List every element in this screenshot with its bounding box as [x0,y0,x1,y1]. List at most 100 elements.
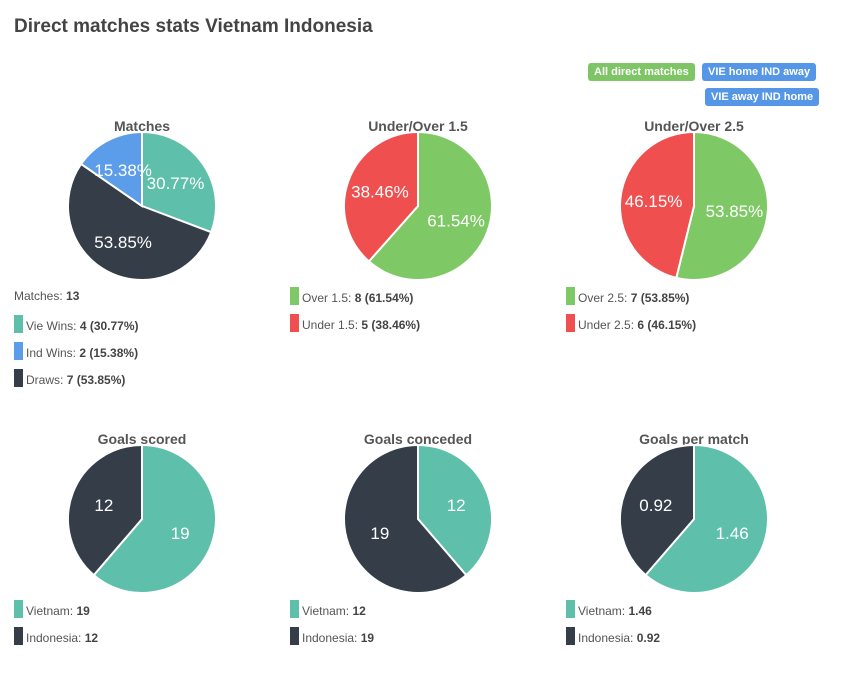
pie-chart: 30.77% 53.85% 15.38% [67,130,217,281]
filter-all-direct-matches[interactable]: All direct matches [588,63,695,81]
legend-value: 5 (38.46%) [361,318,421,332]
slice-label: 46.15% [625,192,683,211]
legend-label: Over 1.5: [302,291,352,305]
legend-label: Under 2.5: [578,318,635,332]
legend-item[interactable]: Over 1.5: 8 (61.54%) [290,278,420,305]
chart-legend: Vietnam: 12 Indonesia: 19 [290,591,374,645]
chart-title: Goals scored [97,431,187,447]
legend-item[interactable]: Vietnam: 19 [14,591,98,618]
slice-label: 61.54% [427,211,485,230]
chart-title: Goals conceded [363,431,473,447]
pie-slice[interactable] [619,443,695,577]
legend-value: 12 [84,631,99,645]
legend-label: Under 1.5: [302,318,359,332]
chart-legend: Over 1.5: 8 (61.54%) Under 1.5: 5 (38.46%… [290,278,420,332]
legend-item[interactable]: Over 2.5: 7 (53.85%) [566,278,696,305]
pie-slice[interactable] [619,130,695,280]
slice-label: 1.46 [716,524,749,543]
pie-chart: 61.54% 38.46% [343,130,493,281]
pie-slice[interactable] [644,443,769,594]
legend-value: 8 (61.54%) [354,291,414,305]
legend-value: 7 (53.85%) [630,291,690,305]
chart-legend: Vietnam: 19 Indonesia: 12 [14,591,98,645]
legend-value: 4 (30.77%) [79,319,139,333]
legend-label: Indonesia: [578,631,634,645]
slice-label: 19 [370,524,389,543]
legend-header-label: Matches: [14,289,63,303]
legend-item[interactable]: Ind Wins: 2 (15.38%) [14,333,139,360]
pie-slice[interactable] [67,162,213,281]
legend-item[interactable]: Indonesia: 12 [14,618,98,645]
pie-slice[interactable] [343,130,419,263]
legend-value: 12 [352,604,366,618]
legend-swatch [14,369,23,387]
legend-swatch [566,627,575,645]
legend-swatch [14,342,23,360]
legend-swatch [566,314,575,332]
legend-label: Indonesia: [26,631,82,645]
legend-header: Matches: 13 [14,286,139,306]
legend-value: 0.92 [636,631,661,645]
legend-header-value: 13 [66,289,80,303]
legend-swatch [290,600,299,618]
filter-vie-away-ind-home[interactable]: VIE away IND home [705,88,820,106]
legend-item[interactable]: Under 1.5: 5 (38.46%) [290,305,420,332]
pie-slice[interactable] [141,130,217,234]
pie-chart: 53.85% 46.15% [619,130,769,281]
legend-item[interactable]: Under 2.5: 6 (46.15%) [566,305,696,332]
legend-label: Indonesia: [302,631,358,645]
pie-slice[interactable] [343,443,468,594]
legend-swatch [290,627,299,645]
slice-label: 53.85% [706,202,764,221]
chart-legend: Matches: 13 Vie Wins: 4 (30.77%) Ind Wins:… [14,286,139,387]
legend-value: 7 (53.85%) [66,373,126,387]
chart-title: Under/Over 1.5 [368,118,468,134]
pie-slice[interactable] [675,130,769,281]
legend-label: Vie Wins: [26,319,77,333]
pie-slice[interactable] [367,130,493,281]
slice-label: 30.77% [147,174,205,193]
legend-swatch [566,287,575,305]
pie-slice[interactable] [79,130,143,208]
slice-label: 15.38% [94,161,152,180]
legend-swatch [14,627,23,645]
legend-item[interactable]: Indonesia: 0.92 [566,618,660,645]
legend-item[interactable]: Vie Wins: 4 (30.77%) [14,306,139,333]
pie-slice[interactable] [92,443,217,594]
chart-legend: Over 2.5: 7 (53.85%) Under 2.5: 6 (46.15%… [566,278,696,332]
legend-swatch [290,287,299,305]
legend-swatch [14,315,23,333]
pie-chart: 12 19 [343,443,493,594]
pie-slice[interactable] [67,443,143,577]
chart-title: Goals per match [639,431,749,447]
legend-label: Vietnam: [26,604,74,618]
filter-vie-home-ind-away[interactable]: VIE home IND away [702,63,817,81]
pie-chart: 1.46 0.92 [619,443,769,594]
slice-label: 12 [94,496,113,515]
slice-label: 38.46% [351,183,409,202]
legend-item[interactable]: Vietnam: 12 [290,591,374,618]
chart-legend: Vietnam: 1.46 Indonesia: 0.92 [566,591,660,645]
legend-value: 19 [76,604,90,618]
legend-item[interactable]: Vietnam: 1.46 [566,591,660,618]
legend-label: Vietnam: [302,604,350,618]
chart-title: Matches [113,118,171,134]
slice-label: 19 [171,524,190,543]
slice-label: 12 [447,496,466,515]
legend-label: Ind Wins: [26,346,77,360]
slice-label: 0.92 [639,496,672,515]
pie-slice[interactable] [417,443,493,577]
legend-label: Draws: [26,373,64,387]
legend-item[interactable]: Draws: 7 (53.85%) [14,360,139,387]
legend-value: 19 [360,631,375,645]
legend-value: 1.46 [628,604,652,618]
legend-value: 2 (15.38%) [79,346,139,360]
legend-value: 6 (46.15%) [637,318,697,332]
legend-item[interactable]: Indonesia: 19 [290,618,374,645]
legend-label: Over 2.5: [578,291,628,305]
slice-label: 53.85% [94,233,152,252]
legend-swatch [290,314,299,332]
legend-label: Vietnam: [578,604,626,618]
page-title: Direct matches stats Vietnam Indonesia [14,16,373,37]
